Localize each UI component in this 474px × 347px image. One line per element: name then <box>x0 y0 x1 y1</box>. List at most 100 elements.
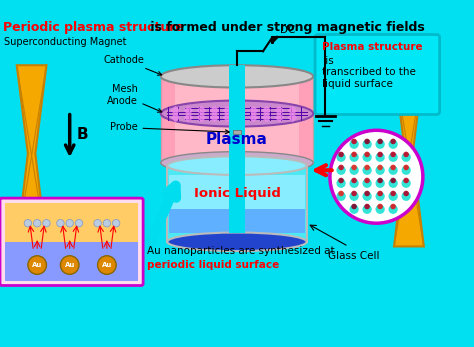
Text: is: is <box>321 56 333 66</box>
Circle shape <box>338 152 344 157</box>
Circle shape <box>365 139 370 144</box>
Text: Au: Au <box>102 262 112 268</box>
Text: Plasma structure: Plasma structure <box>321 42 422 52</box>
Circle shape <box>337 192 346 201</box>
Circle shape <box>375 205 385 214</box>
Circle shape <box>75 220 83 227</box>
Text: Au nanoparticles are synthesized at: Au nanoparticles are synthesized at <box>147 246 335 256</box>
Text: Ionic Liquid: Ionic Liquid <box>193 187 281 200</box>
Circle shape <box>94 220 101 227</box>
Circle shape <box>363 192 372 201</box>
Circle shape <box>389 153 398 162</box>
Circle shape <box>377 165 383 170</box>
Text: Glass Cell: Glass Cell <box>328 251 380 261</box>
Circle shape <box>363 205 372 214</box>
Ellipse shape <box>167 156 307 175</box>
Circle shape <box>389 205 398 214</box>
Polygon shape <box>17 65 46 246</box>
Text: B: B <box>76 127 88 142</box>
Circle shape <box>375 166 385 175</box>
Circle shape <box>112 220 120 227</box>
Text: Mesh
Anode: Mesh Anode <box>107 84 162 112</box>
Circle shape <box>363 179 372 188</box>
Circle shape <box>365 178 370 183</box>
Circle shape <box>349 153 359 162</box>
Circle shape <box>401 192 411 201</box>
Circle shape <box>351 178 357 183</box>
Circle shape <box>338 191 344 196</box>
Circle shape <box>337 179 346 188</box>
Circle shape <box>351 204 357 209</box>
Circle shape <box>349 179 359 188</box>
Circle shape <box>377 139 383 144</box>
Circle shape <box>28 256 46 274</box>
Circle shape <box>377 191 383 196</box>
Circle shape <box>403 165 409 170</box>
Bar <box>228 65 246 232</box>
Circle shape <box>390 178 396 183</box>
FancyArrowPatch shape <box>150 186 176 244</box>
Circle shape <box>351 139 357 144</box>
FancyArrowPatch shape <box>316 165 332 175</box>
Circle shape <box>349 205 359 214</box>
Circle shape <box>377 178 383 183</box>
Circle shape <box>351 152 357 157</box>
Circle shape <box>60 256 79 274</box>
Bar <box>5 242 138 281</box>
Text: liquid surface: liquid surface <box>321 79 392 89</box>
Polygon shape <box>394 65 424 246</box>
Bar <box>299 76 313 163</box>
Circle shape <box>337 166 346 175</box>
Circle shape <box>390 191 396 196</box>
Circle shape <box>403 152 409 157</box>
Bar <box>167 166 307 242</box>
Text: transcribed to the: transcribed to the <box>321 67 415 77</box>
Text: is formed under strong magnetic fields: is formed under strong magnetic fields <box>146 20 425 34</box>
Ellipse shape <box>161 65 313 87</box>
Circle shape <box>330 130 423 223</box>
Circle shape <box>375 179 385 188</box>
Circle shape <box>401 166 411 175</box>
Circle shape <box>365 165 370 170</box>
Circle shape <box>24 220 32 227</box>
Text: DC: DC <box>281 25 296 35</box>
Circle shape <box>34 220 41 227</box>
Circle shape <box>389 179 398 188</box>
FancyBboxPatch shape <box>315 35 439 115</box>
Circle shape <box>389 139 398 149</box>
Bar <box>169 210 305 232</box>
Circle shape <box>365 152 370 157</box>
Circle shape <box>338 165 344 170</box>
Circle shape <box>349 139 359 149</box>
Circle shape <box>377 204 383 209</box>
Bar <box>161 76 313 163</box>
Ellipse shape <box>161 101 313 127</box>
Circle shape <box>389 192 398 201</box>
Circle shape <box>401 179 411 188</box>
Bar <box>169 175 305 232</box>
Bar <box>5 203 138 242</box>
Circle shape <box>363 166 372 175</box>
Text: Au: Au <box>32 262 42 268</box>
Circle shape <box>390 204 396 209</box>
Circle shape <box>377 152 383 157</box>
Circle shape <box>103 220 110 227</box>
Circle shape <box>403 191 409 196</box>
Ellipse shape <box>167 232 307 251</box>
Circle shape <box>351 191 357 196</box>
Circle shape <box>375 139 385 149</box>
Text: Periodic plasma structure: Periodic plasma structure <box>3 20 183 34</box>
Circle shape <box>338 178 344 183</box>
Text: Plasma: Plasma <box>206 132 268 147</box>
Bar <box>161 76 175 163</box>
Circle shape <box>57 220 64 227</box>
Circle shape <box>43 220 50 227</box>
Circle shape <box>365 191 370 196</box>
Text: Probe: Probe <box>110 122 229 134</box>
Text: Cathode: Cathode <box>103 54 162 75</box>
Circle shape <box>363 153 372 162</box>
FancyBboxPatch shape <box>0 198 143 286</box>
Text: periodic liquid surface: periodic liquid surface <box>147 260 279 270</box>
Circle shape <box>375 153 385 162</box>
Bar <box>233 130 241 134</box>
